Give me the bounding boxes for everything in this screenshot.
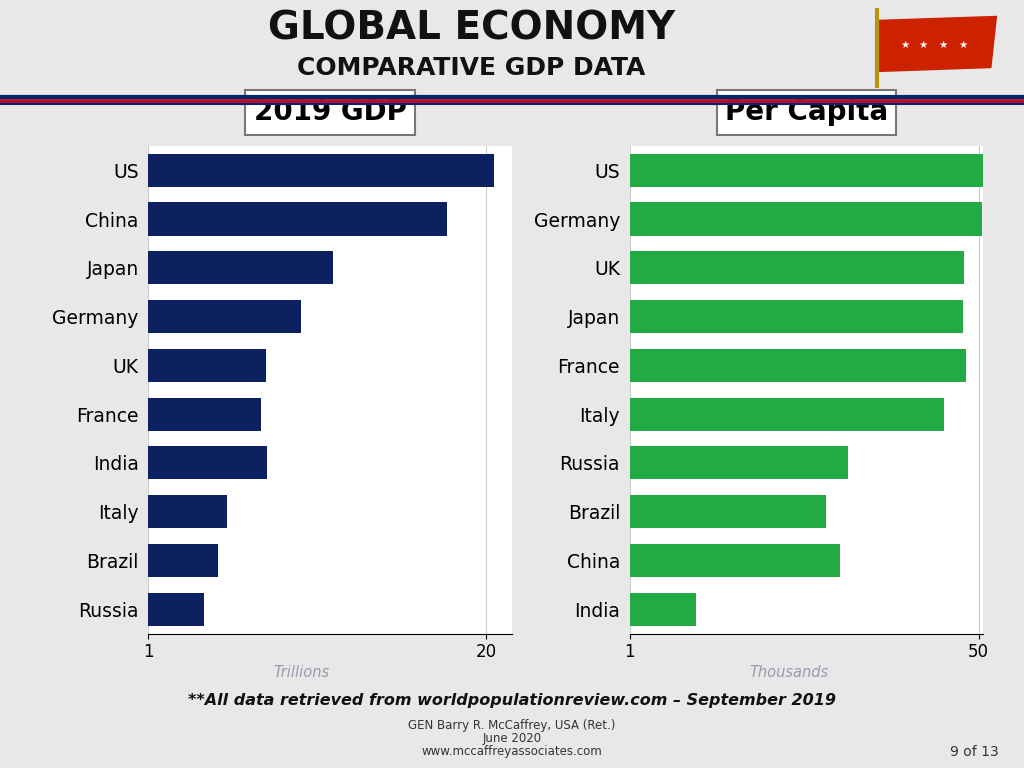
Bar	[630, 446, 848, 479]
Text: 2019 GDP: 2019 GDP	[254, 98, 407, 127]
Bar	[630, 251, 965, 284]
Text: ★: ★	[901, 40, 910, 50]
Bar	[630, 398, 944, 431]
Bar	[148, 300, 301, 333]
Text: Trillions: Trillions	[273, 665, 330, 680]
Polygon shape	[877, 16, 997, 72]
Bar	[148, 495, 226, 528]
Bar	[630, 593, 696, 626]
Bar	[630, 300, 964, 333]
Text: GEN Barry R. McCaffrey, USA (Ret.): GEN Barry R. McCaffrey, USA (Ret.)	[409, 720, 615, 732]
Text: www.mccaffreyassociates.com: www.mccaffreyassociates.com	[422, 746, 602, 758]
Text: ★: ★	[958, 40, 968, 50]
Text: COMPARATIVE GDP DATA: COMPARATIVE GDP DATA	[297, 56, 645, 80]
Bar	[630, 349, 967, 382]
Bar	[148, 593, 204, 626]
Bar	[630, 154, 1002, 187]
Bar	[148, 203, 446, 236]
Bar	[630, 495, 825, 528]
Text: 9 of 13: 9 of 13	[949, 745, 998, 759]
Text: **All data retrieved from worldpopulationreview.com – September 2019: **All data retrieved from worldpopulatio…	[188, 693, 836, 708]
Text: ★: ★	[918, 40, 928, 50]
Bar	[148, 544, 218, 577]
Bar	[148, 349, 266, 382]
Bar	[630, 203, 982, 236]
Bar	[148, 398, 261, 431]
Bar	[148, 251, 333, 284]
Text: Thousands: Thousands	[750, 665, 828, 680]
Bar	[148, 154, 494, 187]
Bar	[148, 446, 267, 479]
Text: June 2020: June 2020	[482, 733, 542, 745]
Text: Per Capita: Per Capita	[725, 98, 888, 127]
Text: ★: ★	[938, 40, 947, 50]
Text: GLOBAL ECONOMY: GLOBAL ECONOMY	[267, 10, 675, 48]
Bar	[630, 544, 840, 577]
